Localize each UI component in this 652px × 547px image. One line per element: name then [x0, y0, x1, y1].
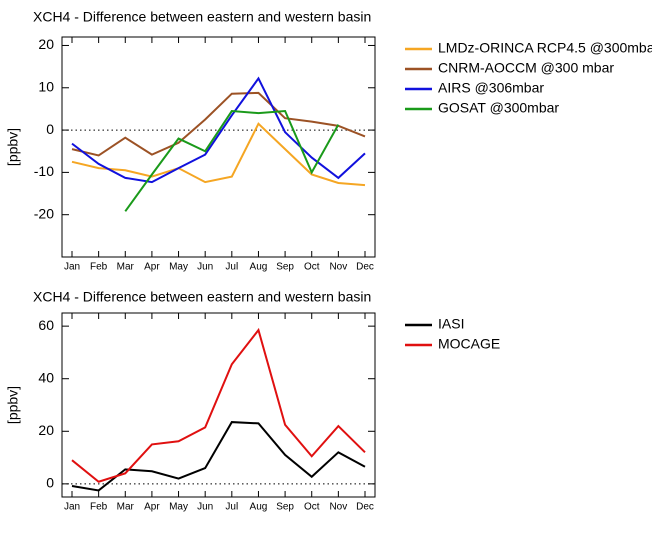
y-tick-label: 40	[38, 369, 54, 385]
x-tick-label: Aug	[250, 502, 268, 513]
series-line	[124, 109, 340, 212]
chart-title: XCH4 - Difference between eastern and we…	[33, 289, 371, 305]
y-axis-label: [ppbv]	[5, 386, 21, 424]
y-tick-label: -20	[34, 205, 54, 221]
x-tick-label: Sep	[276, 502, 294, 513]
y-tick-label: 20	[38, 36, 54, 52]
y-tick-label: 0	[46, 121, 54, 137]
series-line	[71, 76, 366, 184]
x-tick-label: Nov	[329, 502, 347, 513]
y-tick-label: 10	[38, 78, 54, 94]
plot-frame	[61, 36, 376, 258]
x-tick-label: Mar	[117, 502, 135, 513]
x-tick-label: Jun	[197, 502, 213, 513]
x-tick-label: Aug	[250, 262, 268, 273]
legend-label: GOSAT @300mbar	[438, 100, 559, 116]
x-tick-label: Jan	[64, 502, 80, 513]
x-tick-label: Jul	[225, 262, 238, 273]
y-tick-label: 20	[38, 422, 54, 438]
legend-label: MOCAGE	[438, 336, 500, 352]
x-tick-label: May	[169, 262, 188, 273]
y-tick-label: 60	[38, 317, 54, 333]
series-line	[71, 91, 366, 157]
x-tick-label: Oct	[304, 262, 320, 273]
y-tick-label: 0	[46, 475, 54, 491]
legend-label: LMDz-ORINCA RCP4.5 @300mbar	[438, 40, 652, 56]
x-tick-label: Jun	[197, 262, 213, 273]
x-tick-label: Dec	[356, 502, 374, 513]
x-tick-label: Nov	[329, 262, 347, 273]
plot-frame	[61, 312, 376, 498]
series-line	[71, 421, 366, 492]
y-axis-label: [ppbv]	[5, 128, 21, 166]
legend-label: AIRS @306mbar	[438, 80, 544, 96]
x-tick-label: Apr	[144, 502, 160, 513]
legend-label: CNRM-AOCCM @300 mbar	[438, 60, 614, 76]
x-tick-label: Jan	[64, 262, 80, 273]
y-tick-label: -10	[34, 163, 54, 179]
x-tick-label: Feb	[90, 502, 108, 513]
x-tick-label: Oct	[304, 502, 320, 513]
x-tick-label: Apr	[144, 262, 160, 273]
x-tick-label: Feb	[90, 262, 108, 273]
x-tick-label: Mar	[117, 262, 135, 273]
chart-title: XCH4 - Difference between eastern and we…	[33, 9, 371, 25]
x-tick-label: Jul	[225, 502, 238, 513]
series-line	[71, 327, 366, 483]
legend-label: IASI	[438, 316, 464, 332]
series-line	[71, 122, 366, 187]
x-tick-label: May	[169, 502, 188, 513]
x-tick-label: Sep	[276, 262, 294, 273]
x-tick-label: Dec	[356, 262, 374, 273]
